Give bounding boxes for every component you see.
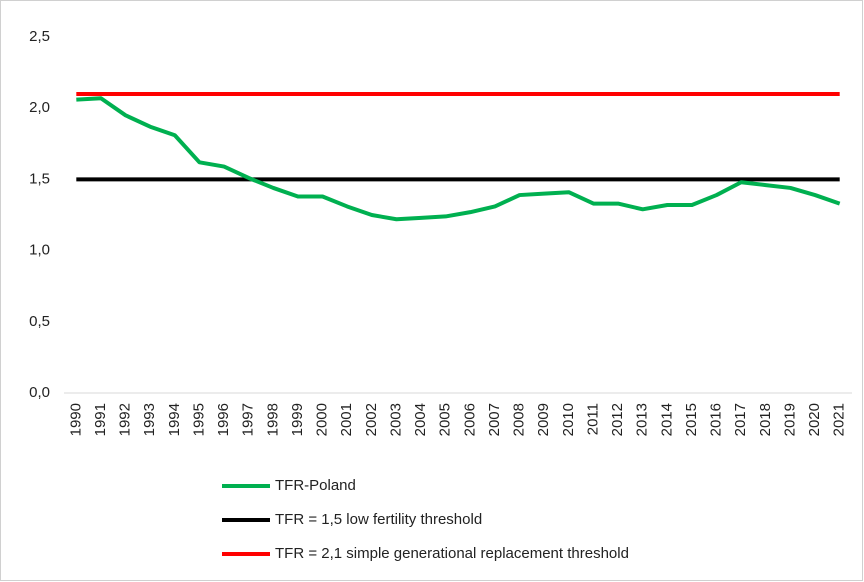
series-line — [76, 96, 841, 222]
x-tick-label: 2003 — [387, 403, 404, 436]
x-tick-label: 1998 — [264, 403, 281, 436]
y-tick-label: 2,0 — [29, 99, 50, 116]
legend-label: TFR-Poland — [275, 477, 356, 494]
x-tick-label: 2008 — [511, 403, 528, 436]
x-tick-label: 1997 — [240, 403, 257, 436]
x-tick-label: 2019 — [781, 403, 798, 436]
x-tick-label: 2017 — [732, 403, 749, 436]
y-tick-label: 1,5 — [29, 170, 50, 187]
x-tick-label: 1994 — [166, 403, 183, 436]
x-tick-label: 2000 — [314, 403, 331, 436]
x-tick-label: 2014 — [658, 403, 675, 436]
x-tick-label: 1991 — [92, 403, 109, 436]
x-tick-label: 2007 — [486, 403, 503, 436]
x-tick-label: 1996 — [215, 403, 232, 436]
x-tick-label: 2011 — [584, 403, 601, 435]
x-tick-label: 2010 — [560, 403, 577, 436]
legend-label: TFR = 1,5 low fertility threshold — [275, 511, 482, 528]
x-tick-label: 1992 — [117, 403, 134, 436]
x-tick-label: 2015 — [683, 403, 700, 436]
x-tick-label: 2016 — [708, 403, 725, 436]
x-tick-label: 2020 — [806, 403, 823, 436]
y-tick-label: 2,5 — [29, 28, 50, 45]
x-tick-label: 2004 — [412, 403, 429, 436]
x-tick-label: 2021 — [831, 403, 848, 436]
x-tick-label: 2006 — [461, 403, 478, 436]
x-tick-label: 1999 — [289, 403, 306, 436]
x-tick-label: 1993 — [141, 403, 158, 436]
x-tick-label: 2013 — [634, 403, 651, 436]
x-tick-label: 2009 — [535, 403, 552, 436]
x-tick-label: 2001 — [338, 403, 355, 436]
y-tick-label: 0,5 — [29, 313, 50, 330]
x-tick-label: 1995 — [190, 403, 207, 436]
y-tick-label: 0,0 — [29, 384, 50, 401]
x-tick-label: 2002 — [363, 403, 380, 436]
x-tick-label: 1990 — [67, 403, 84, 436]
legend-label: TFR = 2,1 simple generational replacemen… — [275, 545, 629, 562]
y-tick-label: 1,0 — [29, 242, 50, 259]
x-tick-label: 2012 — [609, 403, 626, 436]
x-tick-label: 2018 — [757, 403, 774, 436]
x-tick-label: 2005 — [437, 403, 454, 436]
